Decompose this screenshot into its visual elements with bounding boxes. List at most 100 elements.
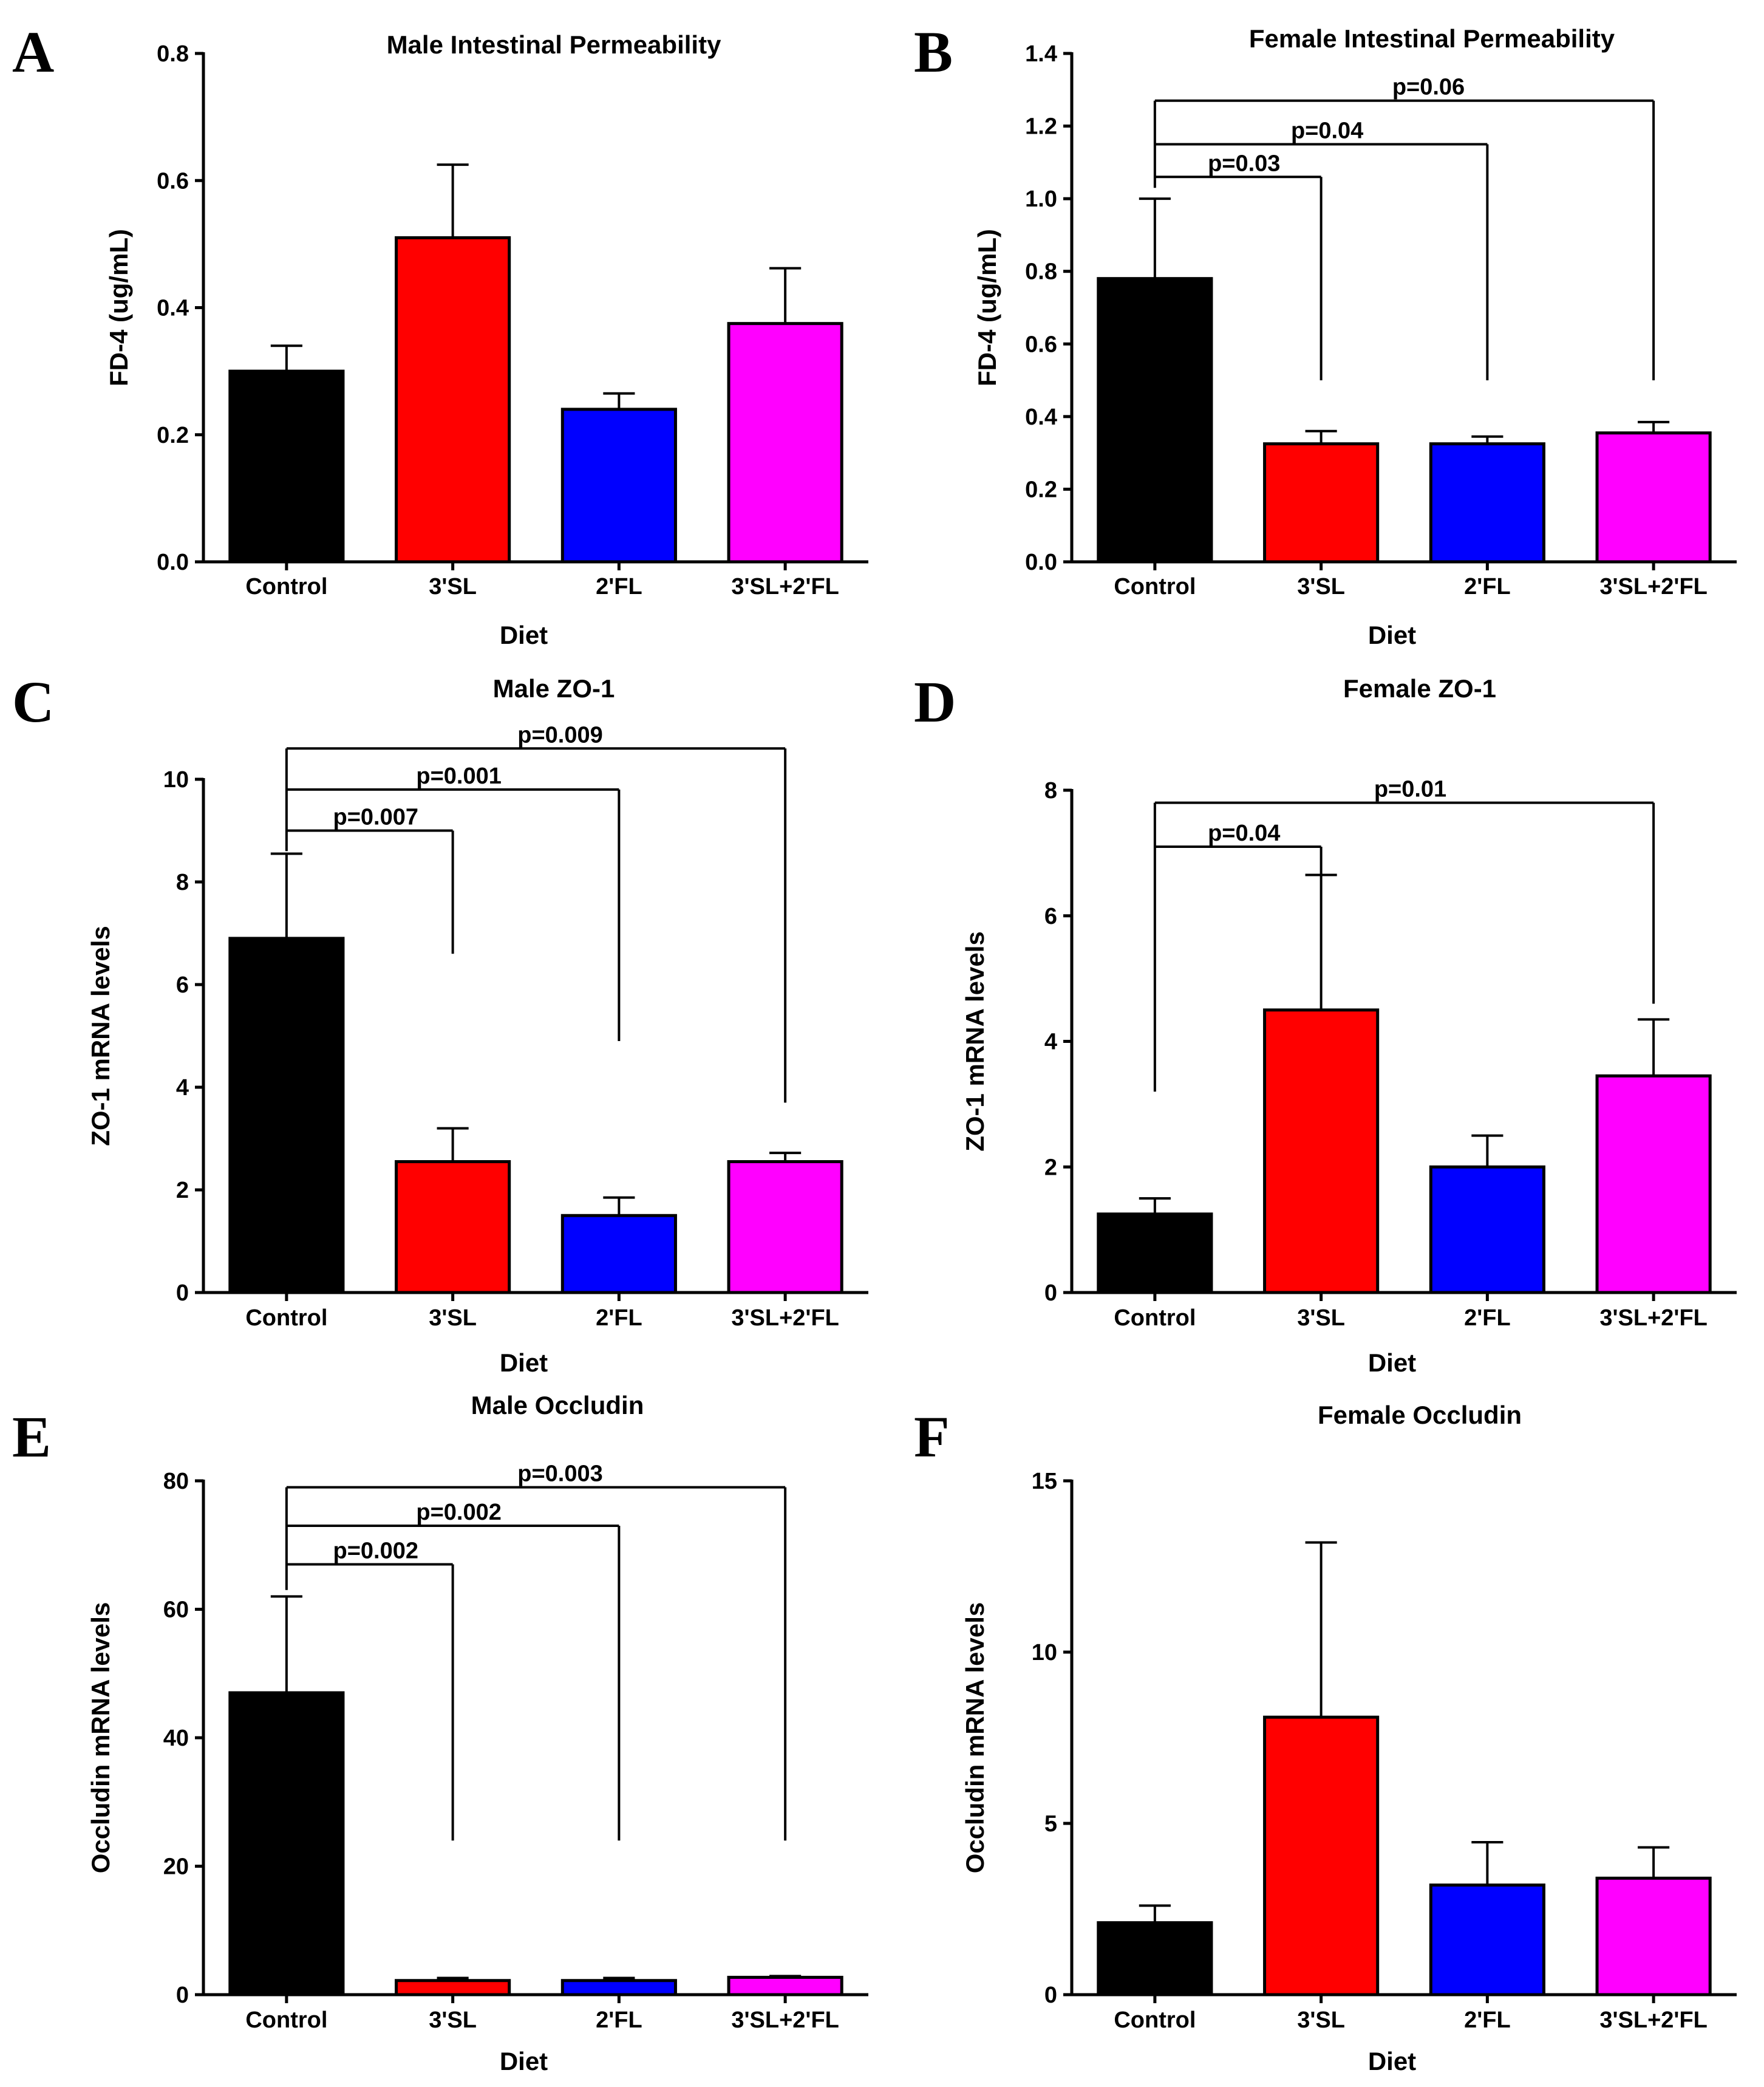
panel-a-bar-0 [228, 369, 345, 564]
panel-c-ytick-label-4: 8 [176, 870, 189, 895]
panel-e-ylabel: Occludin mRNA levels [86, 1602, 115, 1874]
panel-a-category-label-1: 3'SL [429, 574, 477, 599]
panel-c-letter: C [12, 669, 54, 734]
panel-b-ytick-label-3: 0.6 [1025, 332, 1057, 357]
panel-d-ytick-label-0: 0 [1044, 1280, 1057, 1306]
panel-b-pvalue-1: p=0.04 [1291, 118, 1363, 143]
panel-e-category-label-3: 3'SL+2'FL [731, 2007, 839, 2033]
panel-c-category-label-2: 2'FL [596, 1305, 642, 1331]
panel-e-bar-2 [560, 1979, 677, 1996]
panel-c-bar-1 [395, 1160, 511, 1294]
panel-b-ytick-label-0: 0.0 [1025, 550, 1057, 575]
panel-b-pvalue-0: p=0.03 [1208, 151, 1280, 176]
panel-d-bar-3 [1595, 1074, 1712, 1294]
panel-b-ytick-label-5: 1.0 [1025, 186, 1057, 212]
panel-c-category-label-0: Control [245, 1305, 327, 1331]
panel-b-category-label-2: 2'FL [1464, 574, 1511, 599]
panel-e-ytick-label-1: 20 [163, 1854, 189, 1880]
panel-e-ytick-label-3: 60 [163, 1597, 189, 1623]
panel-d-category-label-2: 2'FL [1464, 1305, 1511, 1331]
panel-e-letter: E [12, 1404, 51, 1469]
panel-a-title: Male Intestinal Permeability [387, 30, 722, 59]
panel-d-pvalue-0: p=0.04 [1208, 821, 1280, 846]
panel-d-ylabel: ZO-1 mRNA levels [961, 931, 989, 1152]
panel-c-bar-2 [560, 1214, 677, 1294]
panel-b-title: Female Intestinal Permeability [1249, 24, 1615, 53]
panel-a-category-label-0: Control [245, 574, 327, 599]
panel-c-xlabel: Diet [500, 1348, 548, 1377]
panel-b-category-label-1: 3'SL [1297, 574, 1345, 599]
panel-a-ytick-label-4: 0.8 [157, 41, 189, 67]
panel-d-bar-1 [1263, 1008, 1380, 1294]
panel-c-bar-0 [228, 937, 345, 1294]
panel-e-bar-1 [395, 1979, 511, 1996]
panel-f-ytick-label-3: 15 [1032, 1469, 1057, 1494]
panel-a-ytick-label-1: 0.2 [157, 423, 189, 448]
panel-e-bar-3 [727, 1975, 843, 1996]
panel-c-ytick-label-0: 0 [176, 1280, 189, 1306]
panel-a-ytick-label-2: 0.4 [157, 296, 189, 321]
panel-b-ytick-label-2: 0.4 [1025, 405, 1057, 430]
panel-c-pvalue-0: p=0.007 [333, 805, 419, 830]
panel-d-category-label-0: Control [1114, 1305, 1196, 1331]
panel-d-ytick-label-1: 2 [1044, 1155, 1057, 1180]
panel-e-bar-0 [228, 1691, 345, 1996]
panel-c-ytick-label-3: 6 [176, 972, 189, 998]
panel-e-category-label-0: Control [245, 2007, 327, 2033]
panel-a-ytick-label-3: 0.6 [157, 168, 189, 194]
panel-d-letter: D [914, 669, 956, 734]
panel-c-ytick-label-2: 4 [176, 1075, 189, 1101]
panel-c-pvalue-1: p=0.001 [416, 763, 502, 789]
panel-d-category-label-1: 3'SL [1297, 1305, 1345, 1331]
panel-d-pvalue-1: p=0.01 [1374, 777, 1446, 802]
panel-f-ytick-label-2: 10 [1032, 1640, 1057, 1665]
panel-f-bar-1 [1263, 1715, 1380, 1996]
panel-c-pvalue-2: p=0.009 [517, 722, 603, 748]
panel-d-bar-2 [1429, 1165, 1545, 1294]
panel-b-ytick-label-1: 0.2 [1025, 477, 1057, 502]
panel-e-pvalue-1: p=0.002 [416, 1500, 502, 1525]
panel-b-bar-1 [1263, 442, 1380, 564]
panel-e-category-label-2: 2'FL [596, 2007, 642, 2033]
panel-f-title: Female Occludin [1318, 1401, 1522, 1429]
panel-b-category-label-3: 3'SL+2'FL [1599, 574, 1708, 599]
panel-c-ytick-label-1: 2 [176, 1178, 189, 1203]
panel-e-pvalue-2: p=0.003 [517, 1461, 603, 1487]
panel-b-bar-3 [1595, 431, 1712, 564]
panel-b-bar-0 [1097, 277, 1213, 564]
panel-e-ytick-label-4: 80 [163, 1469, 189, 1494]
panel-b-xlabel: Diet [1368, 621, 1416, 649]
panel-f-bar-3 [1595, 1876, 1712, 1996]
panel-a-bar-1 [395, 236, 511, 564]
panel-f-ylabel: Occludin mRNA levels [961, 1602, 989, 1874]
panel-c-ylabel: ZO-1 mRNA levels [86, 926, 115, 1146]
panel-b-ytick-label-6: 1.2 [1025, 114, 1057, 140]
panel-b-letter: B [914, 19, 953, 84]
panel-b-category-label-0: Control [1114, 574, 1196, 599]
panel-c-category-label-1: 3'SL [429, 1305, 477, 1331]
panel-f-bar-0 [1097, 1921, 1213, 1996]
panel-d-category-label-3: 3'SL+2'FL [1599, 1305, 1708, 1331]
panel-f-ytick-label-1: 5 [1044, 1811, 1057, 1837]
panel-f-letter: F [914, 1404, 950, 1469]
panel-b-bar-2 [1429, 442, 1545, 564]
panel-c-title: Male ZO-1 [493, 674, 615, 703]
panel-d-ytick-label-4: 8 [1044, 778, 1057, 804]
panel-d-title: Female ZO-1 [1343, 674, 1496, 703]
panel-d-ytick-label-3: 6 [1044, 904, 1057, 929]
panel-f-category-label-0: Control [1114, 2007, 1196, 2033]
panel-d-xlabel: Diet [1368, 1348, 1416, 1377]
panel-a-bar-2 [560, 408, 677, 564]
panel-f-xlabel: Diet [1368, 2047, 1416, 2075]
panel-e-xlabel: Diet [500, 2047, 548, 2075]
panel-a-category-label-3: 3'SL+2'FL [731, 574, 839, 599]
panel-d-ytick-label-2: 4 [1044, 1030, 1057, 1055]
panel-e-category-label-1: 3'SL [429, 2007, 477, 2033]
panel-b-pvalue-2: p=0.06 [1392, 75, 1465, 100]
panel-a-bar-3 [727, 322, 843, 564]
panel-c-ytick-label-5: 10 [163, 767, 189, 793]
panel-a-ylabel: FD-4 (ug/mL) [104, 229, 133, 386]
panel-e-pvalue-0: p=0.002 [333, 1538, 419, 1563]
panel-a-ytick-label-0: 0.0 [157, 550, 189, 575]
